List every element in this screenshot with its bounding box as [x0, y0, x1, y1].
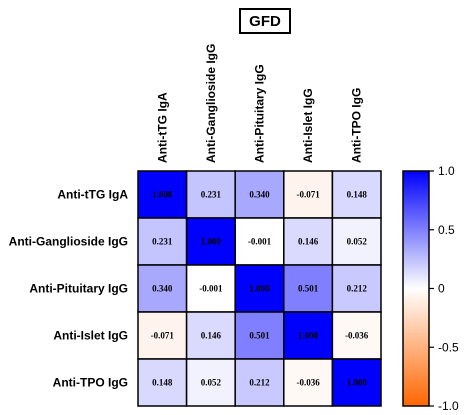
- chart-title-text: GFD: [249, 12, 281, 30]
- heatmap-cells: 1.000 0.231 0.340 -0.071 0.148 0.231 1.000 -0.0…: [137, 170, 382, 407]
- heatmap-cell: [185, 170, 236, 219]
- heatmap-cell: [234, 217, 285, 266]
- cell-value-label: 0.212: [347, 284, 368, 294]
- cell-value-label: -0.036: [296, 378, 320, 388]
- row-label: Anti-tTG IgA: [57, 188, 128, 202]
- cell-value-label: 1.000: [201, 237, 222, 247]
- heatmap-cell: [283, 217, 334, 266]
- column-label: Anti-Ganglioside IgG: [204, 44, 218, 163]
- cell-value-label: 0.231: [152, 237, 173, 247]
- heatmap-cell: [234, 311, 285, 360]
- cell-value-label: 1.000: [152, 190, 173, 200]
- heatmap-cell: [137, 311, 188, 360]
- heatmap-cell: [185, 358, 236, 407]
- cell-value-label: 0.501: [249, 331, 270, 341]
- heatmap-cell: [234, 358, 285, 407]
- cell-value-label: 0.148: [347, 190, 368, 200]
- row-label: Anti-Islet IgG: [53, 329, 128, 343]
- cell-value-label: 0.212: [249, 378, 270, 388]
- cell-value-label: -0.071: [296, 190, 320, 200]
- column-label: Anti-TPO IgG: [350, 88, 364, 163]
- column-label: Anti-Pituitary IgG: [253, 64, 267, 163]
- heatmap-cell: [331, 311, 382, 360]
- colorbar-tick-label: 1.0: [438, 164, 455, 178]
- heatmap-cell: [137, 170, 188, 219]
- cell-value-label: 0.146: [201, 331, 222, 341]
- heatmap-cell: [331, 217, 382, 266]
- cell-value-label: -0.001: [199, 284, 223, 294]
- cell-value-label: 0.231: [201, 190, 222, 200]
- heatmap-cell: [234, 264, 285, 313]
- row-label: Anti-Pituitary IgG: [29, 282, 128, 296]
- cell-value-label: 0.146: [298, 237, 319, 247]
- cell-value-label: 0.501: [298, 284, 319, 294]
- row-labels: Anti-tTG IgA Anti-Ganglioside IgG Anti-Pit…: [9, 188, 129, 390]
- cell-value-label: 1.000: [298, 331, 319, 341]
- heatmap-cell: [283, 358, 334, 407]
- heatmap-cell: [331, 264, 382, 313]
- row-label: Anti-Ganglioside IgG: [9, 235, 128, 249]
- heatmap-cell: [283, 264, 334, 313]
- colorbar-gradient: [402, 170, 430, 407]
- cell-value-label: 0.148: [152, 378, 173, 388]
- column-labels: Anti-tTG IgA Anti-Ganglioside IgG Anti-Pit…: [155, 44, 363, 163]
- heatmap-cell: [185, 311, 236, 360]
- chart-title: GFD: [239, 8, 291, 34]
- colorbar-tick-label: 0.5: [438, 223, 455, 237]
- heatmap-cell: [137, 358, 188, 407]
- cell-value-label: 0.340: [249, 190, 270, 200]
- column-label: Anti-Islet IgG: [301, 88, 315, 163]
- cell-value-label: -0.001: [248, 237, 272, 247]
- heatmap-cell: [234, 170, 285, 219]
- cell-value-label: 0.052: [201, 378, 222, 388]
- colorbar-tick-label: -1.0: [438, 399, 459, 413]
- row-label: Anti-TPO IgG: [53, 376, 128, 390]
- heatmap-cell: [283, 311, 334, 360]
- cell-value-label: -0.036: [345, 331, 369, 341]
- heatmap-cell: [185, 264, 236, 313]
- cell-value-label: 1.000: [347, 378, 368, 388]
- colorbar-tick-label: 0: [438, 282, 445, 296]
- cell-value-label: 0.340: [152, 284, 173, 294]
- cell-value-label: 0.052: [347, 237, 368, 247]
- cell-value-label: -0.071: [151, 331, 175, 341]
- colorbar-tick-label: -0.5: [438, 340, 459, 354]
- heatmap-cell: [331, 358, 382, 407]
- column-label: Anti-tTG IgA: [155, 92, 169, 163]
- cell-value-label: 1.000: [249, 284, 270, 294]
- colorbar: 1.0 0.5 0 -0.5 -1.0: [402, 164, 459, 413]
